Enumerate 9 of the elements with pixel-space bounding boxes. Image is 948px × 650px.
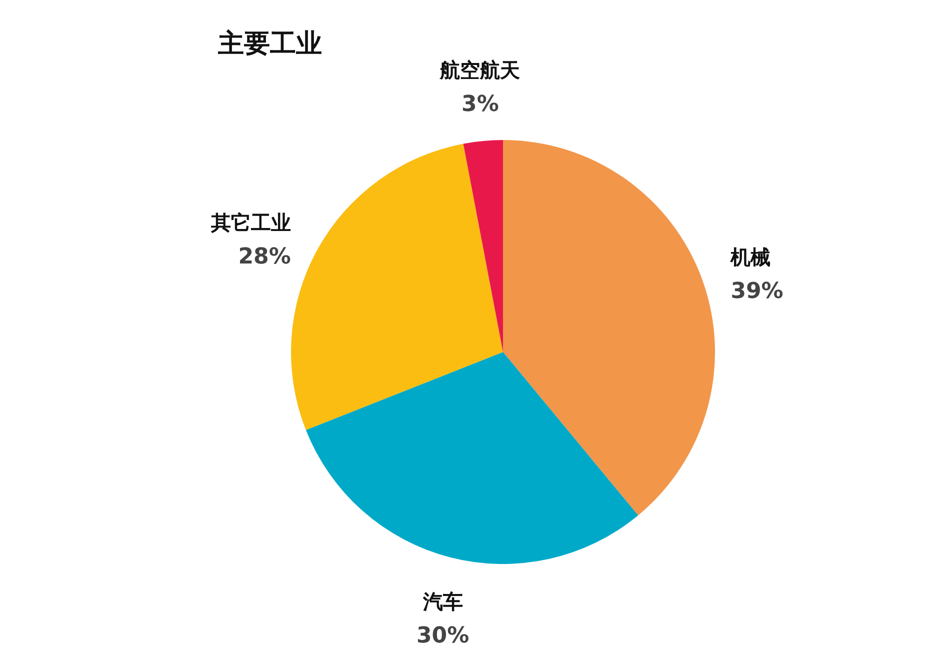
data-label: 3% (462, 92, 499, 118)
data-label: 39% (730, 279, 784, 304)
data-label: 28% (238, 244, 291, 270)
slice-label: 汽车 (422, 589, 463, 614)
slice-label: 其它工业 (210, 210, 291, 234)
slice-label: 机械 (730, 245, 771, 270)
slice-label: 航空航天 (439, 58, 520, 82)
data-label: 30% (416, 623, 470, 648)
chart-title: 主要工业 (217, 29, 322, 59)
